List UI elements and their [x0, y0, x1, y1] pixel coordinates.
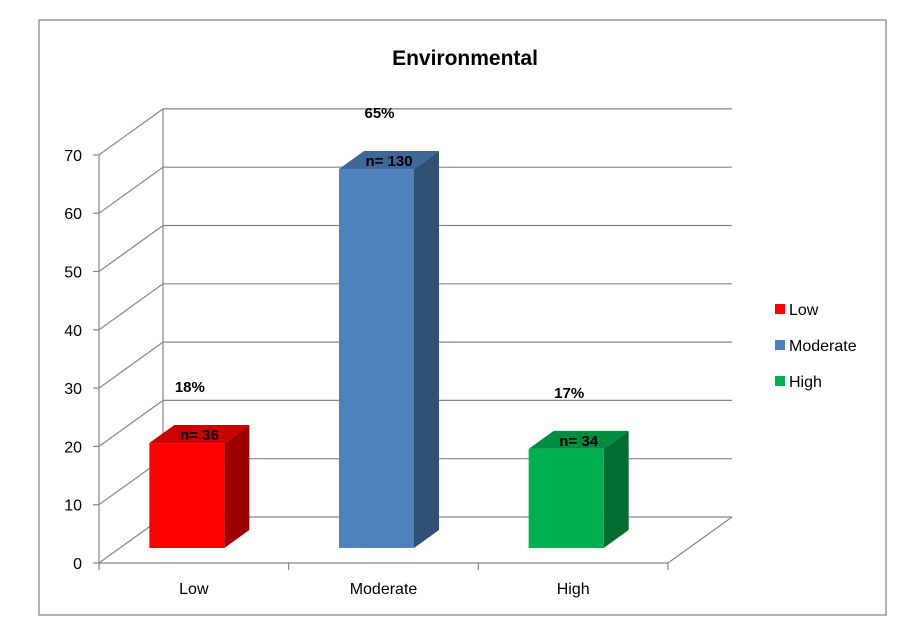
bar-top	[528, 430, 629, 449]
y-tick-label: 40	[64, 323, 82, 340]
gridline-side	[98, 341, 164, 389]
count-label: n= 34	[559, 433, 598, 450]
percent-label: 18%	[175, 379, 205, 396]
count-label: n= 130	[365, 153, 412, 170]
gridline-side	[98, 166, 164, 214]
bar-side	[224, 425, 250, 548]
y-tick-label: 50	[64, 265, 82, 282]
legend-swatch	[775, 340, 785, 350]
legend-label: High	[789, 374, 822, 391]
legend: Low Moderate High	[775, 302, 857, 391]
legend-label: Low	[789, 302, 819, 319]
y-tick-label: 70	[64, 148, 82, 165]
legend-label: Moderate	[789, 338, 857, 355]
y-tick-label: 30	[64, 381, 82, 398]
chart-title: Environmental	[392, 47, 538, 70]
x-tick-label: Low	[179, 581, 209, 598]
bars	[149, 151, 629, 549]
gridline-side	[98, 225, 164, 272]
data-labels: n= 36 18% n= 130 65% n= 34 17%	[175, 105, 599, 450]
y-tick-label: 10	[64, 498, 82, 515]
legend-swatch	[775, 376, 785, 386]
bar	[528, 430, 629, 548]
x-tick-label: Moderate	[350, 581, 418, 598]
gridline-side	[98, 399, 164, 447]
percent-label: 17%	[554, 385, 584, 402]
gridline-side	[98, 108, 164, 156]
bar-top	[149, 425, 250, 444]
x-tick-label: High	[557, 581, 590, 598]
count-label: n= 36	[180, 427, 219, 444]
bar-front	[528, 448, 604, 548]
gridline-side	[98, 283, 164, 331]
floor-edge	[667, 516, 733, 564]
bar-top	[339, 151, 439, 170]
bar	[149, 425, 250, 548]
y-tick-label: 0	[73, 556, 82, 573]
bar-front	[339, 169, 414, 549]
bar-front	[149, 443, 225, 548]
y-tick-label: 20	[64, 439, 82, 456]
y-tick-label: 60	[64, 206, 82, 223]
bar-side	[603, 430, 629, 548]
bar	[339, 151, 439, 549]
legend-swatch	[775, 304, 785, 314]
bar-side	[414, 151, 439, 549]
percent-label: 65%	[364, 105, 394, 122]
